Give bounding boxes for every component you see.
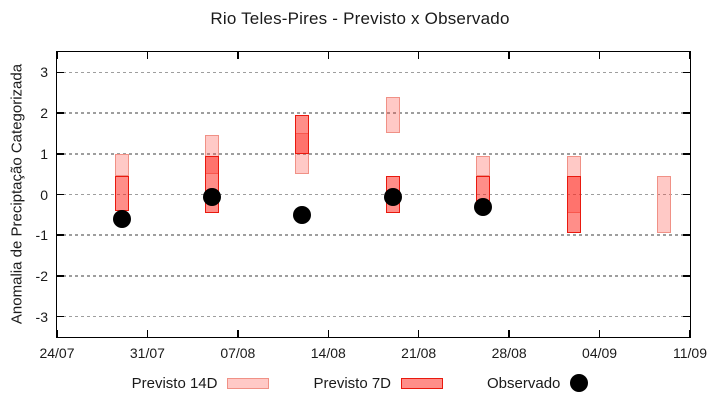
axis-tick: [598, 330, 601, 337]
gridline: [57, 112, 690, 114]
axis-tick: [237, 330, 239, 337]
x-tick-label: 11/09: [673, 345, 707, 361]
axis-tick: [57, 315, 64, 318]
forecast-bar-14d: [114, 153, 129, 177]
forecast-bar-14d: [476, 155, 491, 177]
gridline: [57, 71, 690, 74]
axis-tick: [683, 71, 690, 74]
axis-tick: [57, 153, 64, 155]
axis-tick: [508, 52, 510, 59]
gridline: [57, 193, 690, 196]
gridline: [57, 315, 690, 318]
observed-dot: [203, 187, 222, 206]
chart-title: Rio Teles-Pires - Previsto x Observado: [210, 9, 510, 28]
axis-tick: [57, 275, 64, 277]
axis-tick: [683, 112, 690, 114]
x-tick-label: 07/08: [220, 345, 256, 361]
axis-tick: [57, 112, 64, 114]
axis-tick: [417, 52, 420, 59]
forecast-bar-7d: [476, 176, 491, 201]
x-tick-label: 31/07: [129, 345, 165, 361]
gridline: [57, 234, 690, 236]
previsto-7d-swatch-icon: [401, 377, 444, 389]
x-tick-label: 28/08: [491, 345, 527, 361]
x-tick-label: 04/09: [582, 345, 618, 361]
axis-tick: [508, 330, 510, 337]
axis-tick: [57, 234, 64, 236]
axis-tick: [683, 193, 690, 196]
axis-tick: [56, 52, 58, 59]
y-tick-label: 3: [40, 64, 48, 81]
observed-dot: [112, 209, 131, 228]
axis-tick: [683, 315, 690, 318]
axis-tick: [327, 330, 330, 337]
x-tick-label: 24/07: [39, 345, 75, 361]
y-tick-label: 0: [40, 186, 48, 203]
axis-tick: [417, 330, 420, 337]
axis-tick: [598, 52, 601, 59]
y-tick-label: -3: [35, 308, 48, 325]
legend-label: Previsto 14D: [131, 374, 218, 392]
y-tick-label: -2: [35, 267, 48, 284]
axis-tick: [689, 52, 691, 59]
axis-tick: [683, 275, 690, 277]
gridline: [57, 275, 690, 277]
y-tick-label: 1: [40, 145, 48, 162]
legend-label: Previsto 7D: [313, 374, 392, 392]
observed-dot: [293, 205, 312, 224]
axis-tick: [327, 52, 330, 59]
observed-dot: [383, 187, 402, 206]
x-tick-label: 21/08: [401, 345, 437, 361]
axis-tick: [146, 330, 149, 337]
legend-item-previsto-7d: Previsto 7D: [313, 374, 444, 392]
plot-area: [56, 52, 691, 337]
y-tick-label: 2: [40, 105, 48, 122]
observado-dot-icon: [570, 374, 589, 392]
axis-tick: [146, 52, 149, 59]
legend-item-previsto-14d: Previsto 14D: [132, 375, 270, 392]
previsto-14d-swatch-icon: [227, 377, 270, 389]
gridline: [57, 153, 690, 155]
forecast-bar-14d: [385, 96, 400, 134]
x-tick-label: 14/08: [310, 345, 346, 361]
legend-item-observado: Observado: [487, 374, 589, 392]
axis-tick: [56, 330, 58, 337]
forecast-bar-7d: [295, 115, 310, 154]
axis-tick: [683, 153, 690, 155]
axis-tick: [57, 193, 64, 196]
legend: Previsto 14D Previsto 7D Observado: [0, 374, 720, 392]
axis-tick: [57, 71, 64, 74]
forecast-bar-7d: [566, 176, 581, 234]
legend-label: Observado: [487, 374, 561, 392]
axis-tick: [237, 52, 239, 59]
observed-dot: [474, 197, 493, 216]
axis-tick: [683, 234, 690, 236]
forecast-bar-14d: [657, 176, 672, 234]
y-tick-label: -1: [35, 227, 48, 244]
axis-tick: [689, 330, 691, 337]
forecast-bar-7d: [114, 176, 129, 211]
